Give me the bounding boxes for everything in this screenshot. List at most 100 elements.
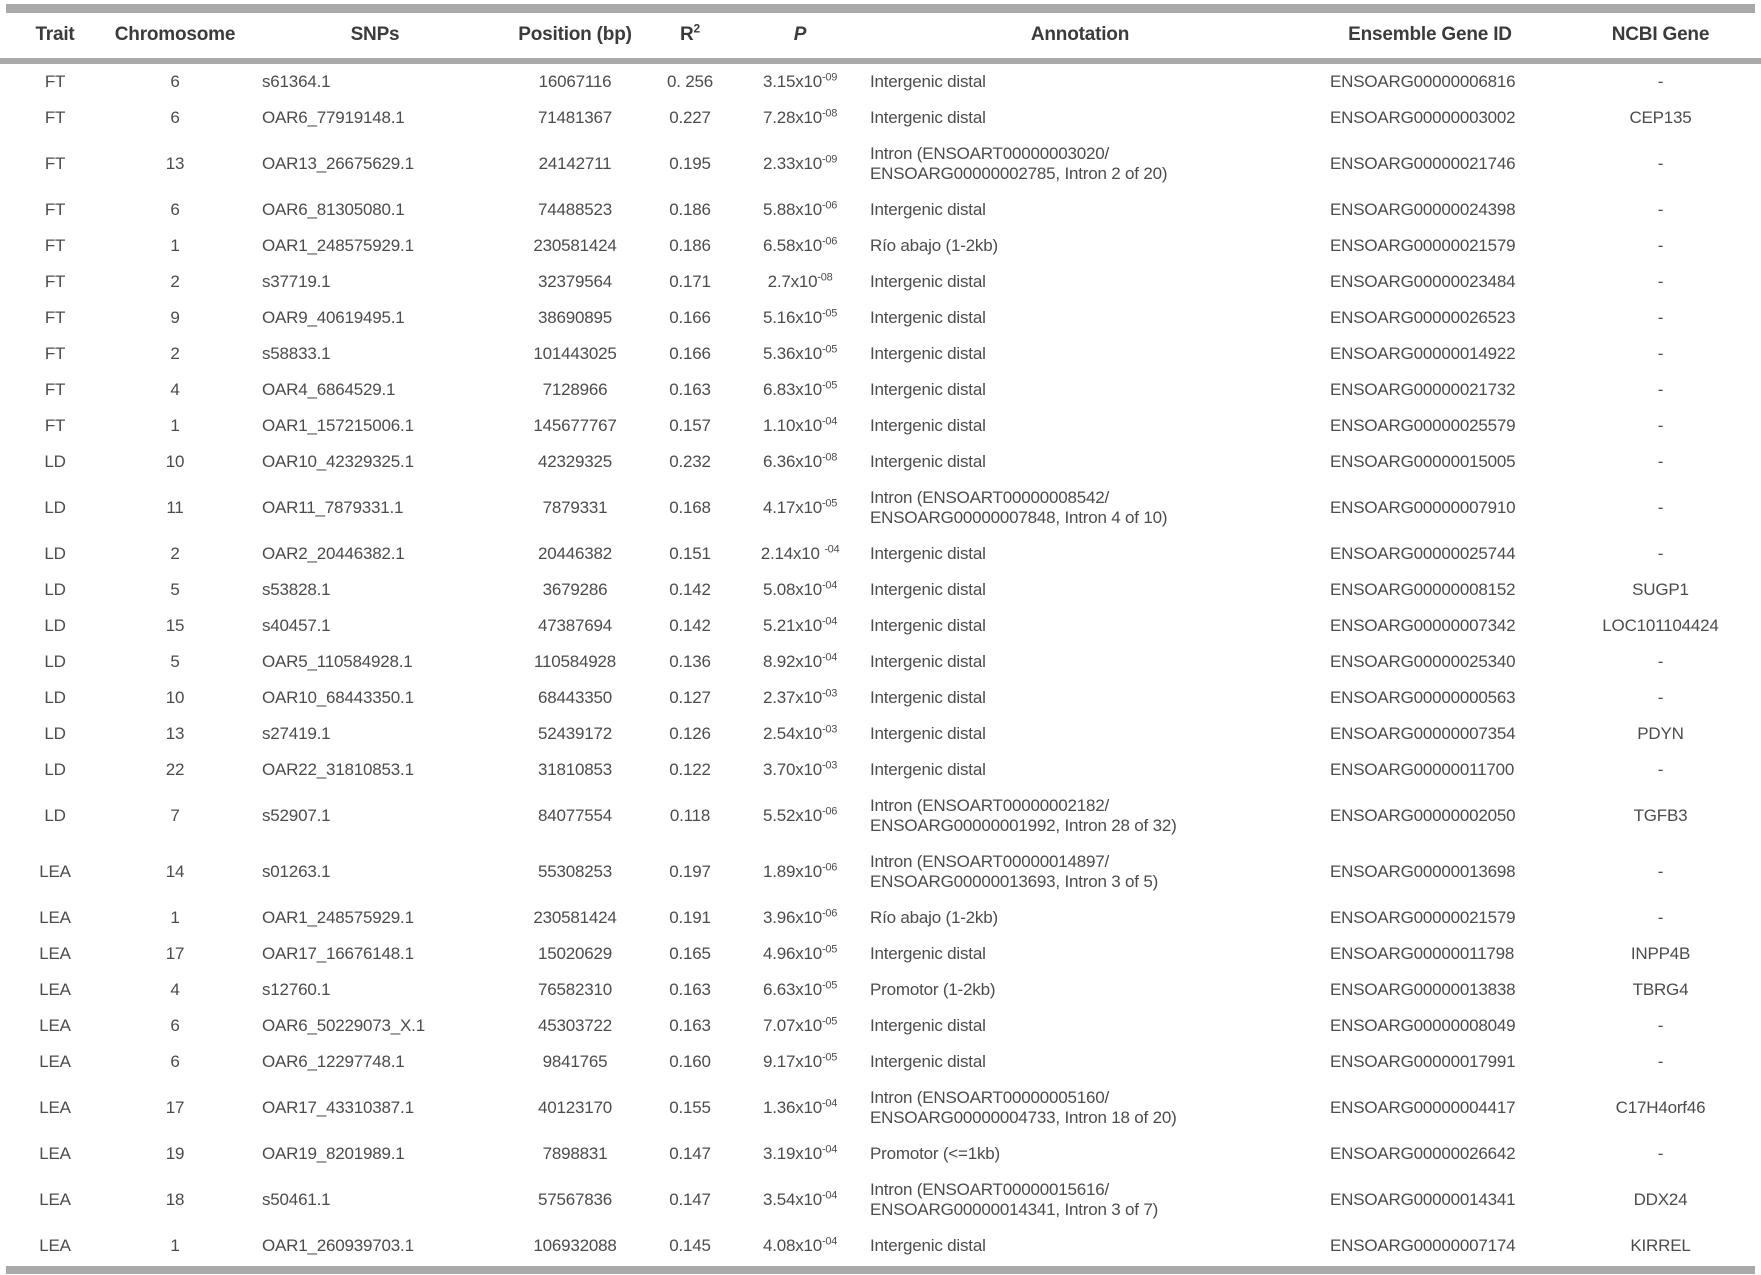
annotation-cell: Intergenic distal xyxy=(870,724,986,743)
r-squared-cell: 0.186 xyxy=(669,236,711,255)
trait-cell: LEA xyxy=(39,1052,71,1071)
ensemble-gene-id-cell: ENSOARG00000011700 xyxy=(1330,760,1515,779)
ensemble-gene-id-cell: ENSOARG00000011798 xyxy=(1330,944,1515,963)
r-squared-cell: 0.136 xyxy=(669,652,711,671)
p-value-cell: 3.54x10-04 xyxy=(740,1172,860,1228)
p-value-exponent: -03 xyxy=(822,687,838,700)
snp-cell: OAR11_7879331.1 xyxy=(262,498,404,517)
ncbi-gene-cell: - xyxy=(1657,236,1664,255)
chromosome-cell: 1 xyxy=(170,908,180,927)
p-value-cell: 9.17x10-05 xyxy=(740,1044,860,1080)
p-value-cell: 5.88x10-06 xyxy=(740,192,860,228)
chromosome-cell: 11 xyxy=(166,498,184,517)
p-value-mantissa: 3.19x10 xyxy=(762,1144,823,1163)
p-value-exponent: -04 xyxy=(822,1189,838,1202)
ensemble-gene-id-cell: ENSOARG00000025579 xyxy=(1330,416,1516,435)
ncbi-gene-cell: - xyxy=(1657,1144,1664,1163)
col-header-position: Position (bp) xyxy=(510,13,640,64)
position-cell: 7898831 xyxy=(542,1144,608,1163)
annotation-cell: Intron (ENSOART00000003020/ ENSOARG00000… xyxy=(870,144,1168,183)
r-squared-cell: 0. 256 xyxy=(666,72,714,91)
annotation-cell: Intron (ENSOART00000014897/ ENSOARG00000… xyxy=(870,852,1159,891)
ncbi-gene-cell: KIRREL xyxy=(1630,1236,1691,1255)
p-value-mantissa: 7.28x10 xyxy=(762,108,823,127)
ensemble-gene-id-cell: ENSOARG00000006816 xyxy=(1330,72,1516,91)
p-value-mantissa: 4.17x10 xyxy=(762,498,823,517)
annotation-cell: Río abajo (1-2kb) xyxy=(870,908,998,927)
r-squared-cell: 0.197 xyxy=(669,862,711,881)
col-header-r-squared: R2 xyxy=(640,13,740,64)
table-row: LD 2 OAR2_20446382.1 20446382 0.151 2.14… xyxy=(0,536,1761,572)
ncbi-gene-cell: - xyxy=(1657,344,1664,363)
trait-cell: FT xyxy=(44,108,66,127)
r-squared-cell: 0.142 xyxy=(669,616,711,635)
snp-cell: OAR1_157215006.1 xyxy=(262,416,414,435)
annotation-cell: Intergenic distal xyxy=(870,688,986,707)
trait-cell: FT xyxy=(44,416,66,435)
ncbi-gene-cell: C17H4orf46 xyxy=(1615,1098,1706,1117)
table-row: LEA 1 OAR1_260939703.1 106932088 0.145 4… xyxy=(0,1228,1761,1264)
ncbi-gene-cell: CEP135 xyxy=(1629,108,1692,127)
position-cell: 71481367 xyxy=(537,108,613,127)
table-row: LD 10 OAR10_42329325.1 42329325 0.232 6.… xyxy=(0,444,1761,480)
p-value-cell: 4.17x10-05 xyxy=(740,480,860,536)
p-value-exponent: -04 xyxy=(824,543,840,556)
table-row: LD 7 s52907.1 84077554 0.118 5.52x10-06 … xyxy=(0,788,1761,844)
ncbi-gene-cell: - xyxy=(1657,154,1664,173)
r-squared-cell: 0.147 xyxy=(669,1190,711,1209)
annotation-cell: Intergenic distal xyxy=(870,272,986,291)
p-value-cell: 5.08x10-04 xyxy=(740,572,860,608)
p-value-exponent: -05 xyxy=(822,979,838,992)
r-squared-cell: 0.166 xyxy=(669,308,711,327)
chromosome-cell: 6 xyxy=(170,108,180,127)
ensemble-gene-id-cell: ENSOARG00000002050 xyxy=(1330,806,1516,825)
ensemble-gene-id-cell: ENSOARG00000021732 xyxy=(1330,380,1516,399)
col-header-snps: SNPs xyxy=(240,13,510,64)
position-cell: 32379564 xyxy=(537,272,613,291)
p-value-exponent: -04 xyxy=(822,615,838,628)
p-value-exponent: -03 xyxy=(822,723,838,736)
p-value-mantissa: 3.96x10 xyxy=(762,908,823,927)
annotation-cell: Intergenic distal xyxy=(870,760,986,779)
r-squared-cell: 0.168 xyxy=(669,498,711,517)
trait-cell: LEA xyxy=(39,908,71,927)
snp-cell: s50461.1 xyxy=(262,1190,331,1209)
chromosome-cell: 17 xyxy=(165,1098,185,1117)
table-row: FT 9 OAR9_40619495.1 38690895 0.166 5.16… xyxy=(0,300,1761,336)
r-squared-cell: 0.142 xyxy=(669,580,711,599)
p-value-mantissa: 5.21x10 xyxy=(762,616,823,635)
snp-cell: s12760.1 xyxy=(262,980,331,999)
snp-cell: s37719.1 xyxy=(262,272,331,291)
p-value-mantissa: 2.54x10 xyxy=(762,724,823,743)
chromosome-cell: 15 xyxy=(165,616,185,635)
chromosome-cell: 2 xyxy=(170,272,180,291)
p-value-exponent: -03 xyxy=(822,759,838,772)
ncbi-gene-cell: DDX24 xyxy=(1633,1190,1688,1209)
p-value-mantissa: 5.08x10 xyxy=(762,580,823,599)
r-squared-cell: 0.165 xyxy=(669,944,711,963)
p-value-cell: 5.52x10-06 xyxy=(740,788,860,844)
r-squared-cell: 0.186 xyxy=(669,200,711,219)
p-value-mantissa: 5.52x10 xyxy=(762,806,823,825)
trait-cell: LEA xyxy=(39,1144,71,1163)
ncbi-gene-cell: - xyxy=(1657,200,1664,219)
position-cell: 57567836 xyxy=(537,1190,613,1209)
snp-cell: OAR19_8201989.1 xyxy=(262,1144,405,1163)
chromosome-cell: 2 xyxy=(170,344,180,363)
annotation-cell: Intergenic distal xyxy=(870,580,986,599)
annotation-cell: Río abajo (1-2kb) xyxy=(870,236,998,255)
r-squared-cell: 0.160 xyxy=(669,1052,711,1071)
annotation-cell: Intergenic distal xyxy=(870,544,986,563)
p-value-mantissa: 2.14x10 xyxy=(760,544,825,563)
snp-cell: OAR9_40619495.1 xyxy=(262,308,405,327)
position-cell: 47387694 xyxy=(537,616,613,635)
p-value-cell: 2.54x10-03 xyxy=(740,716,860,752)
annotation-cell: Intron (ENSOART00000002182/ ENSOARG00000… xyxy=(870,796,1177,835)
p-value-mantissa: 1.10x10 xyxy=(762,416,823,435)
p-value-cell: 8.92x10-04 xyxy=(740,644,860,680)
position-cell: 45303722 xyxy=(537,1016,613,1035)
ensemble-gene-id-cell: ENSOARG00000025744 xyxy=(1330,544,1516,563)
p-value-mantissa: 2.33x10 xyxy=(762,154,823,173)
p-value-cell: 1.10x10-04 xyxy=(740,408,860,444)
r-squared-cell: 0.227 xyxy=(669,108,711,127)
